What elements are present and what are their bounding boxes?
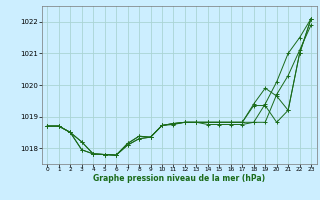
X-axis label: Graphe pression niveau de la mer (hPa): Graphe pression niveau de la mer (hPa)	[93, 174, 265, 183]
